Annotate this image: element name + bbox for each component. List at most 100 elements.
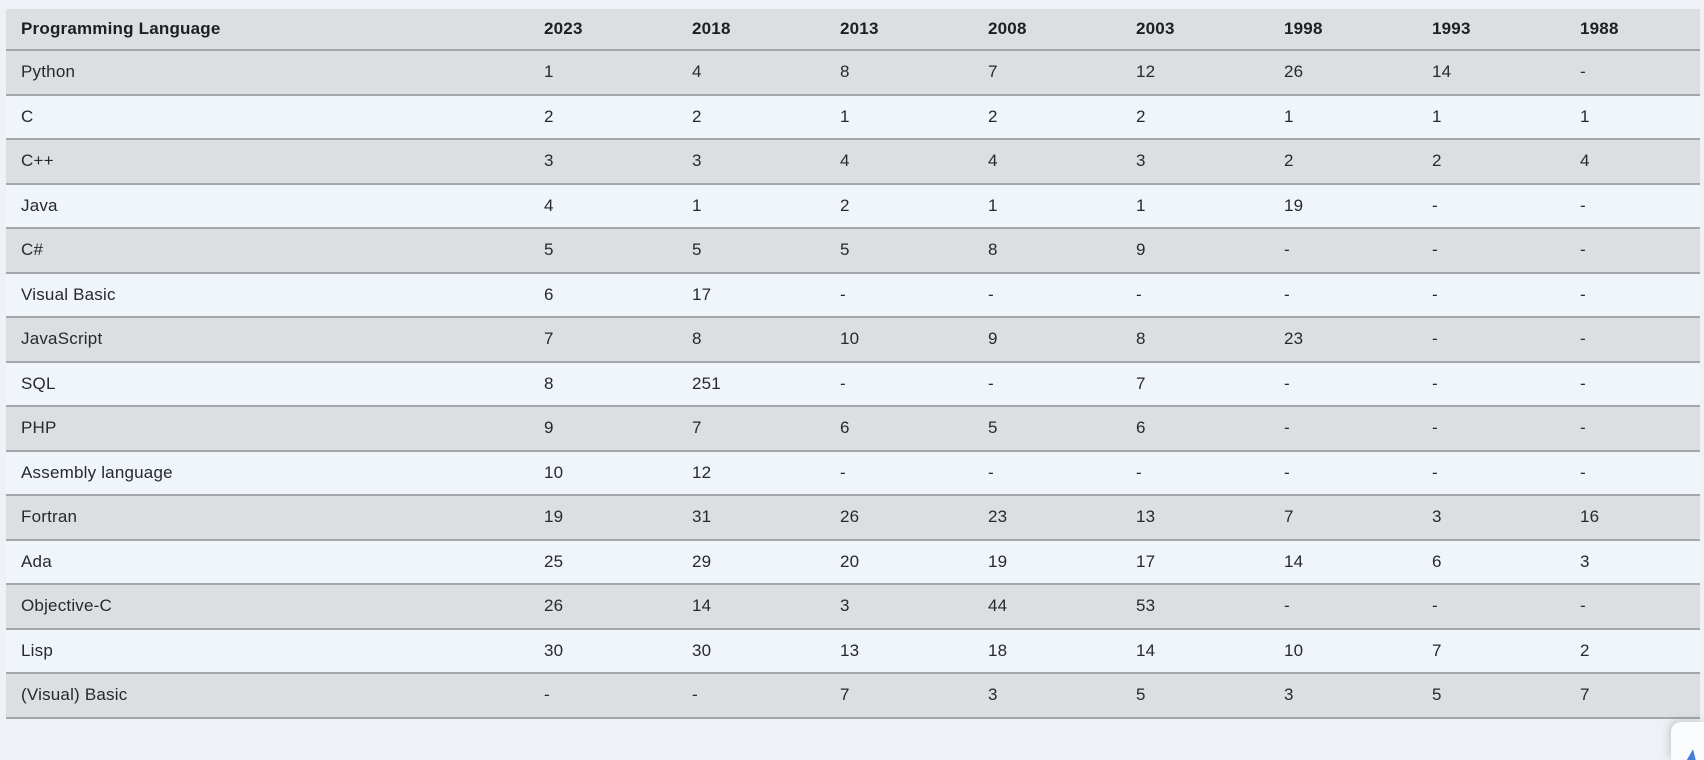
- rank-cell: -: [1580, 462, 1586, 482]
- rank-cell: 53: [1136, 596, 1156, 616]
- rank-cell: 17: [1136, 551, 1156, 571]
- rank-cell: 26: [544, 596, 564, 616]
- rank-cell: 13: [1136, 507, 1156, 527]
- rank-cell: 3: [988, 685, 998, 705]
- rank-cell: -: [544, 685, 550, 705]
- rank-cell: 1: [1580, 106, 1590, 126]
- rank-cell: -: [1284, 418, 1290, 438]
- rank-cell: 25: [544, 551, 564, 571]
- table-row: Python 1 4 8 7 12 26 14-: [6, 50, 1700, 95]
- rank-cell: 8: [544, 373, 554, 393]
- rank-cell: 9: [1136, 240, 1146, 260]
- rank-cell: 26: [1284, 62, 1304, 82]
- logo-pin-icon: [1685, 748, 1699, 760]
- rank-cell: 19: [544, 507, 564, 527]
- rank-cell: 4: [1580, 151, 1590, 171]
- language-cell: SQL: [21, 373, 56, 393]
- rank-cell: 1: [1284, 106, 1294, 126]
- rank-cell: 10: [1284, 640, 1304, 660]
- rank-cell: -: [1284, 240, 1290, 260]
- language-cell: Java: [21, 195, 58, 215]
- rank-cell: -: [1432, 329, 1438, 349]
- rank-cell: 6: [1432, 551, 1442, 571]
- rank-cell: 2: [1284, 151, 1294, 171]
- rank-cell: 17: [692, 284, 712, 304]
- language-cell: Objective-C: [21, 596, 113, 616]
- rank-cell: -: [1432, 418, 1438, 438]
- rank-cell: 10: [840, 329, 860, 349]
- rank-cell: 9: [988, 329, 998, 349]
- rank-cell: -: [1580, 284, 1586, 304]
- rank-cell: 1: [840, 106, 850, 126]
- rank-cell: -: [1580, 373, 1586, 393]
- column-header-year: 2013: [840, 19, 879, 38]
- rank-cell: 19: [1284, 195, 1304, 215]
- rank-cell: 30: [692, 640, 712, 660]
- rank-cell: -: [840, 373, 846, 393]
- rank-cell: 1: [1432, 106, 1442, 126]
- rank-cell: 3: [1284, 685, 1294, 705]
- rank-cell: -: [1284, 596, 1290, 616]
- rank-cell: 5: [988, 418, 998, 438]
- rank-cell: 6: [840, 418, 850, 438]
- rank-cell: 44: [988, 596, 1008, 616]
- rank-cell: 2: [1580, 640, 1590, 660]
- rank-cell: 7: [840, 685, 850, 705]
- rank-cell: 18: [988, 640, 1008, 660]
- rank-cell: -: [840, 462, 846, 482]
- rank-cell: 3: [840, 596, 850, 616]
- rank-cell: 8: [988, 240, 998, 260]
- rank-cell: -: [1432, 284, 1438, 304]
- rank-cell: 1: [1136, 195, 1146, 215]
- language-cell: C++: [21, 151, 54, 171]
- table-row: JavaScript 7 8 10 9 8 23 - -: [6, 317, 1700, 362]
- rank-cell: -: [692, 685, 698, 705]
- rank-cell: 23: [1284, 329, 1304, 349]
- rank-cell: 19: [988, 551, 1008, 571]
- rank-cell: 13: [840, 640, 860, 660]
- rank-cell: 6: [544, 284, 554, 304]
- rank-cell: 7: [1284, 507, 1294, 527]
- rank-cell: 3: [1136, 151, 1146, 171]
- rank-cell: 26: [840, 507, 860, 527]
- table-row: Visual Basic 6 17 - - - - - -: [6, 272, 1700, 317]
- language-cell: Visual Basic: [21, 284, 116, 304]
- rank-cell: 3: [692, 151, 702, 171]
- rank-cell: 2: [692, 106, 702, 126]
- rank-cell: -: [1284, 373, 1290, 393]
- rank-cell: 4: [840, 151, 850, 171]
- rank-cell: -: [1580, 329, 1586, 349]
- rank-cell: 14: [692, 596, 712, 616]
- table-row: C++ 3 3 4 4 3 2 2 4: [6, 139, 1700, 184]
- rank-cell: -: [840, 284, 846, 304]
- rank-cell: 14: [1136, 640, 1156, 660]
- table-row: SQL 8 251 - - 7 - - -: [6, 361, 1700, 406]
- language-cell: Python: [21, 62, 76, 82]
- rank-cell: 3: [1580, 551, 1590, 571]
- rank-cell: -: [1432, 373, 1438, 393]
- rank-cell: 1: [692, 195, 702, 215]
- rank-cell: -: [1580, 195, 1586, 215]
- language-cell: Lisp: [21, 640, 53, 660]
- rank-cell: -: [988, 373, 994, 393]
- rank-cell: 4: [692, 62, 702, 82]
- column-header-year: 1988: [1580, 19, 1619, 38]
- rank-cell: -: [1284, 462, 1290, 482]
- language-cell: Ada: [21, 551, 52, 571]
- column-header-year: 2003: [1136, 19, 1175, 38]
- rank-cell: 7: [1580, 685, 1590, 705]
- rank-cell: 6: [1136, 418, 1146, 438]
- rank-cell: 251: [692, 373, 721, 393]
- column-header-year: 1998: [1284, 19, 1323, 38]
- language-cell: JavaScript: [21, 329, 103, 349]
- rank-cell: 8: [692, 329, 702, 349]
- rank-cell: 31: [692, 507, 712, 527]
- rank-cell: -: [1432, 195, 1438, 215]
- table-row: C 2 2 1 2 2 1 1 1: [6, 94, 1700, 139]
- rank-cell: 2: [544, 106, 554, 126]
- rank-cell: -: [1136, 284, 1142, 304]
- rank-cell: -: [1580, 418, 1586, 438]
- floating-widget[interactable]: [1671, 722, 1704, 760]
- rank-cell: 2: [988, 106, 998, 126]
- table-row: Ada 25 29 20 19 17 14 6 3: [6, 539, 1700, 584]
